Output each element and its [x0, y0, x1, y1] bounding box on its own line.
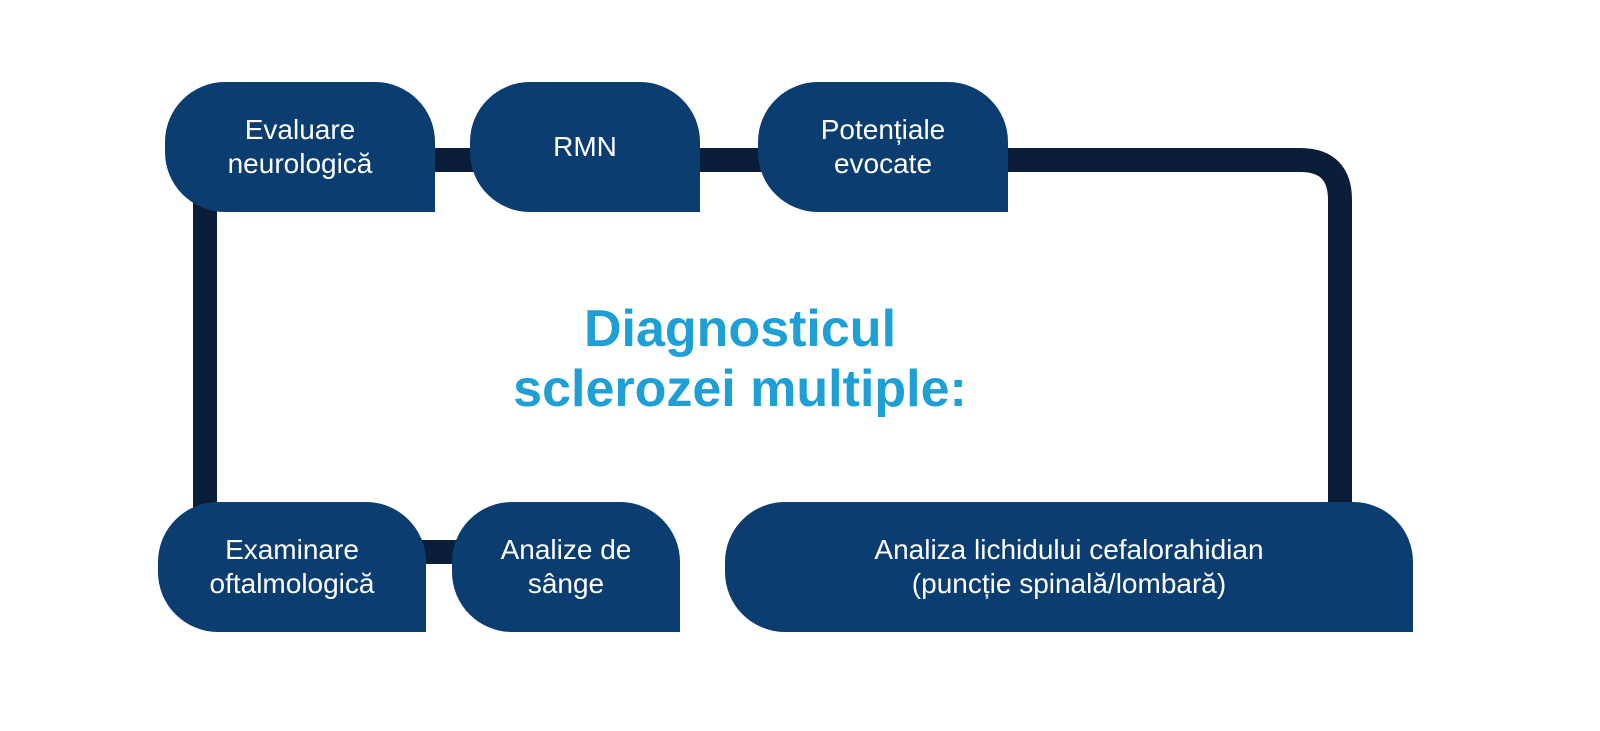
node-label-line: RMN — [553, 130, 617, 164]
node-n4: Examinareoftalmologică — [158, 502, 426, 632]
node-label-line: (puncție spinală/lombară) — [874, 567, 1263, 601]
node-n3: Potențialeevocate — [758, 82, 1008, 212]
node-n2: RMN — [470, 82, 700, 212]
node-n6: Analiza lichidului cefalorahidian(puncți… — [725, 502, 1413, 632]
title-line-1: Diagnosticul — [430, 300, 1050, 360]
node-n5: Analize desânge — [452, 502, 680, 632]
diagram-title: Diagnosticul sclerozei multiple: — [430, 300, 1050, 420]
node-label-line: Analize de — [501, 533, 632, 567]
node-label: Analiza lichidului cefalorahidian(puncți… — [874, 533, 1263, 600]
node-label: RMN — [553, 130, 617, 164]
node-n1: Evaluareneurologică — [165, 82, 435, 212]
diagram-stage: Diagnosticul sclerozei multiple: Evaluar… — [0, 0, 1600, 731]
node-label: Examinareoftalmologică — [210, 533, 375, 600]
node-label-line: oftalmologică — [210, 567, 375, 601]
node-label-line: Analiza lichidului cefalorahidian — [874, 533, 1263, 567]
node-label: Analize desânge — [501, 533, 632, 600]
node-label-line: evocate — [821, 147, 946, 181]
node-label-line: Potențiale — [821, 113, 946, 147]
node-label: Evaluareneurologică — [228, 113, 373, 180]
node-label-line: sânge — [501, 567, 632, 601]
node-label: Potențialeevocate — [821, 113, 946, 180]
node-label-line: neurologică — [228, 147, 373, 181]
node-label-line: Evaluare — [228, 113, 373, 147]
title-line-2: sclerozei multiple: — [430, 360, 1050, 420]
node-label-line: Examinare — [210, 533, 375, 567]
